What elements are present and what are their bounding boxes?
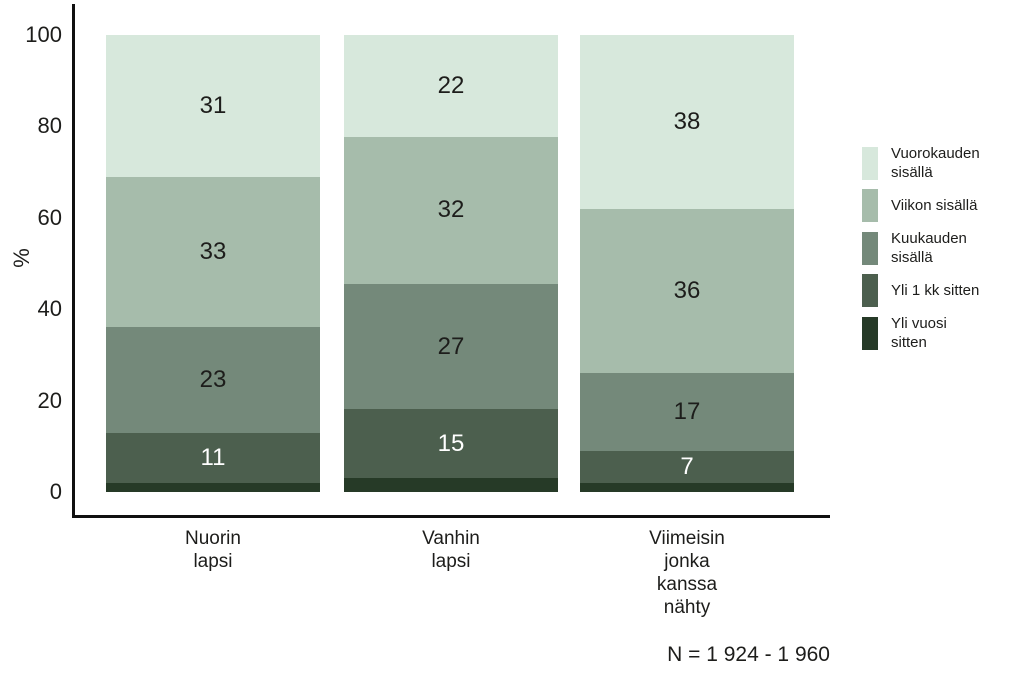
legend-item: Viikon sisällä [862, 189, 980, 222]
bar-segment: 38 [580, 35, 794, 209]
bar-segment: 27 [344, 284, 558, 409]
y-tick-label: 60 [37, 204, 62, 230]
bar-value-label: 22 [437, 71, 465, 99]
y-axis-title: % [9, 248, 34, 268]
bar-segment: 33 [106, 176, 320, 328]
x-axis-category-label: Nuorin lapsi [185, 528, 241, 572]
legend-item-label: Kuukauden sisällä [891, 230, 967, 266]
bar-value-label: 33 [199, 238, 227, 266]
bar: 22 32 27 15 [344, 35, 558, 493]
legend-item: Kuukauden sisällä [862, 229, 980, 267]
bar-segment: 22 [344, 35, 558, 137]
bar-value-label: 36 [673, 276, 701, 304]
bar-segment: 36 [580, 208, 794, 374]
legend-item: Yli 1 kk sitten [862, 274, 980, 307]
x-axis-category-label: Viimeisin jonka kanssa nähty [649, 528, 725, 618]
legend-swatch [862, 231, 878, 265]
bar-value-label: 23 [199, 366, 227, 394]
x-axis-category-label: Vanhin lapsi [422, 528, 480, 572]
bar-value-label: 15 [437, 429, 465, 457]
bar-value-label: 17 [673, 398, 701, 426]
bar-value-label: 38 [673, 107, 701, 135]
y-tick-label: 40 [37, 296, 62, 322]
y-axis-line [72, 4, 75, 518]
legend-swatch [862, 189, 878, 222]
bar: 38 36 17 7 [580, 35, 794, 492]
legend-item: Vuorokauden sisällä [862, 144, 980, 182]
bar-value-label: 11 [200, 443, 226, 471]
legend-item-label: Yli vuosi sitten [891, 315, 947, 351]
legend: Vuorokauden sisällä Viikon sisällä Kuukaud… [862, 144, 980, 352]
legend-item-label: Viikon sisällä [891, 197, 978, 214]
bar-segment: 23 [106, 327, 320, 433]
bar-segment: 15 [344, 408, 558, 479]
x-axis-line [72, 515, 830, 518]
bar-segment: 7 [580, 450, 794, 483]
legend-item: Yli vuosi sitten [862, 314, 980, 352]
y-tick-label: 100 [25, 22, 62, 47]
legend-swatch [862, 274, 878, 307]
legend-swatch [862, 316, 878, 350]
bar-segment [344, 478, 558, 493]
bar-segment: 31 [106, 35, 320, 177]
legend-item-label: Vuorokauden sisällä [891, 145, 980, 181]
bar-segment: 11 [106, 432, 320, 483]
bar-segment [106, 482, 320, 492]
legend-swatch [862, 146, 878, 180]
bar-segment: 17 [580, 373, 794, 451]
bar-segment: 32 [344, 136, 558, 285]
bar-segment [580, 482, 794, 492]
sample-size-note: N = 1 924 - 1 960 [667, 643, 830, 666]
bar-value-label: 27 [437, 332, 465, 360]
y-tick-label: 20 [37, 387, 62, 413]
bar-value-label: 32 [437, 196, 465, 224]
bar-value-label: 31 [199, 91, 227, 119]
legend-item-label: Yli 1 kk sitten [891, 282, 980, 299]
y-tick-label: 0 [49, 479, 62, 504]
bar: 31 33 23 11 [106, 35, 320, 492]
bar-value-label: 7 [680, 452, 694, 480]
y-tick-label: 80 [37, 113, 62, 139]
